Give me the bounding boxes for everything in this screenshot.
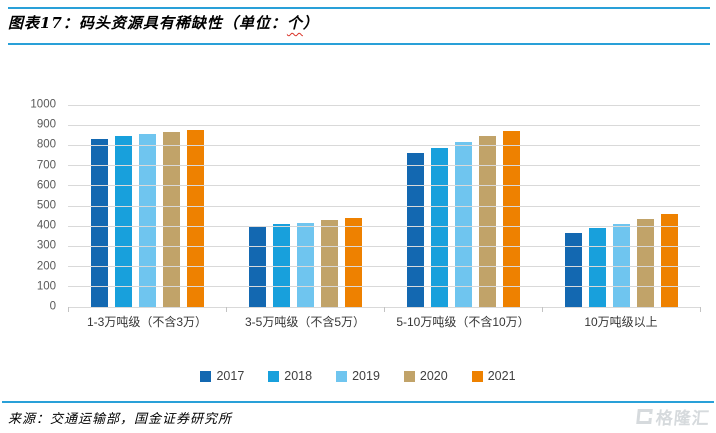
legend-label-2017: 2017	[216, 369, 245, 383]
source-label: 来源：	[8, 412, 51, 427]
watermark-text: 格隆汇	[654, 409, 711, 428]
bar-group-3	[384, 105, 542, 307]
bar-2018-group4	[588, 228, 606, 307]
bar-2017-group1	[90, 138, 108, 307]
figure-unit-suffix: ）	[302, 14, 319, 32]
bar-2020-group1	[162, 132, 180, 307]
gridline-900	[68, 124, 700, 126]
gridline-400	[68, 225, 700, 227]
gridline-800	[68, 144, 700, 146]
y-tick-1000: 1000	[30, 98, 56, 111]
gelonghui-watermark: 格隆汇	[636, 404, 712, 429]
y-tick-400: 400	[36, 219, 56, 232]
figure-title: 图表17：码头资源具有稀缺性（单位：个）	[8, 12, 706, 33]
bar-2019-group1	[138, 133, 156, 307]
axis-tick	[383, 307, 385, 312]
figure-label: 图表17：	[8, 14, 79, 32]
source-note: 来源：交通运输部，国金证券研究所	[8, 408, 232, 427]
bar-2019-group3	[454, 141, 472, 307]
legend-swatch-2020	[403, 370, 415, 382]
x-category-label-3: 5-10万吨级（不含10万）	[396, 315, 530, 329]
chart-legend: 2017 2018 2019 2020 2021	[0, 369, 716, 383]
gridline-1000	[68, 104, 700, 106]
x-axis-labels: 1-3万吨级（不含3万） 3-5万吨级（不含5万） 5-10万吨级（不含10万） 10…	[68, 315, 700, 331]
y-tick-0: 0	[49, 300, 56, 313]
legend-item-2020: 2020	[403, 369, 448, 383]
gridline-300	[68, 245, 700, 247]
bar-2018-group1	[114, 136, 132, 307]
legend-label-2020: 2020	[419, 369, 448, 383]
bar-groups	[68, 105, 700, 307]
y-tick-100: 100	[36, 280, 56, 293]
top-divider	[8, 7, 710, 9]
figure-unit: 个	[286, 14, 303, 32]
y-tick-700: 700	[36, 158, 56, 171]
legend-item-2019: 2019	[336, 369, 380, 383]
gridline-700	[68, 165, 700, 167]
source-text: 交通运输部，国金证券研究所	[50, 412, 233, 427]
axis-tick	[541, 307, 543, 312]
figure-title-text: 码头资源具有稀缺性	[78, 14, 223, 32]
figure-unit-prefix: （单位：	[222, 14, 287, 32]
legend-item-2021: 2021	[471, 369, 516, 383]
bottom-divider	[2, 401, 714, 403]
gridline-100	[68, 286, 700, 288]
x-category-label-2: 3-5万吨级（不含5万）	[244, 315, 366, 329]
y-tick-800: 800	[36, 138, 56, 151]
axis-tick	[699, 307, 701, 312]
bar-2020-group2	[320, 219, 338, 307]
y-axis-labels: 0 100 200 300 400 500 600 700 800 900 1000	[18, 99, 62, 312]
y-tick-900: 900	[36, 118, 56, 131]
legend-swatch-2017	[200, 370, 212, 382]
plot-area	[67, 104, 701, 312]
y-tick-500: 500	[36, 199, 56, 212]
legend-label-2019: 2019	[352, 369, 380, 383]
legend-item-2017: 2017	[200, 369, 244, 383]
bar-2021-group4	[660, 214, 678, 307]
title-divider	[8, 43, 710, 45]
bar-2020-group3	[478, 135, 496, 307]
bar-2018-group3	[430, 148, 448, 307]
y-tick-600: 600	[36, 179, 56, 192]
legend-swatch-2018	[268, 370, 280, 382]
bar-2017-group4	[564, 232, 582, 307]
x-category-label-1: 1-3万吨级（不含3万）	[86, 315, 208, 329]
legend-label-2018: 2018	[284, 369, 313, 383]
y-tick-300: 300	[36, 239, 56, 252]
axis-tick	[67, 307, 69, 312]
bar-2017-group2	[248, 227, 266, 307]
gelonghui-logo-icon	[636, 409, 653, 424]
x-category-label-4: 10万吨级以上	[584, 315, 658, 329]
legend-item-2018: 2018	[268, 369, 312, 383]
bar-2017-group3	[406, 153, 424, 307]
legend-label-2021: 2021	[487, 369, 516, 383]
bar-2021-group3	[502, 131, 520, 307]
gridline-500	[68, 205, 700, 207]
bar-2021-group1	[186, 129, 204, 307]
gridline-200	[68, 266, 700, 268]
bar-2020-group4	[636, 219, 654, 307]
legend-swatch-2019	[336, 370, 348, 382]
gridline-600	[68, 185, 700, 187]
y-tick-200: 200	[36, 259, 56, 272]
legend-swatch-2021	[471, 370, 483, 382]
bar-2021-group2	[344, 217, 362, 307]
bar-2019-group2	[296, 222, 314, 307]
axis-tick	[225, 307, 227, 312]
bar-group-1	[68, 105, 226, 307]
